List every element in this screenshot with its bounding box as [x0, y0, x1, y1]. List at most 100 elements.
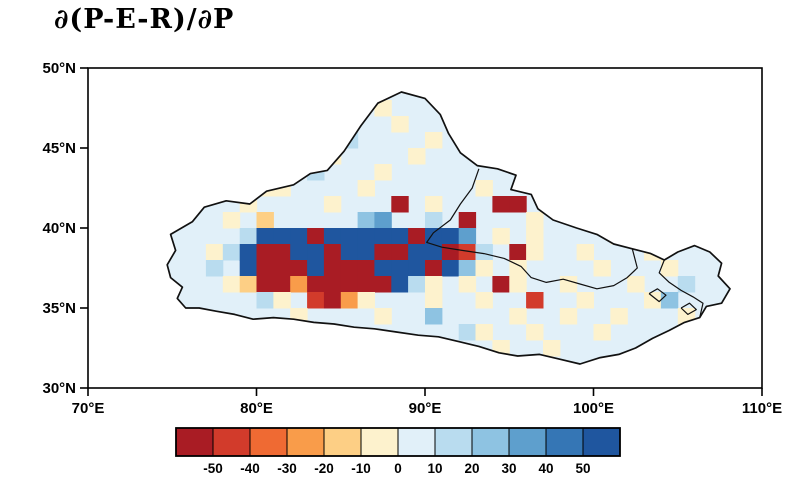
heatmap-cell: [323, 244, 342, 261]
heatmap-cell: [256, 292, 274, 309]
heatmap-cell: [374, 228, 392, 245]
heatmap-cell: [323, 228, 342, 245]
heatmap-cell: [593, 196, 611, 213]
colorbar-tick-label: 10: [427, 461, 442, 476]
colorbar-tick-label: 30: [501, 461, 516, 476]
heatmap-cell: [222, 276, 241, 293]
colorbar-segment: [360, 427, 399, 457]
heatmap-cell: [273, 228, 291, 245]
heatmap-cell: [256, 260, 274, 277]
heatmap-cell: [458, 324, 477, 341]
heatmap-cell: [408, 148, 426, 165]
heatmap-cell: [357, 260, 375, 277]
chart-title: ∂(P-E-R)/∂P: [54, 4, 235, 35]
heatmap-cell: [509, 260, 527, 277]
colorbar-segment: [286, 427, 325, 457]
heatmap-cell: [593, 324, 611, 341]
heatmap-cell: [307, 292, 325, 309]
heatmap-cell: [222, 244, 241, 261]
heatmap-cell: [509, 276, 527, 293]
heatmap-cell: [408, 276, 426, 293]
heatmap-cell: [340, 292, 359, 309]
x-tick-label: 80°E: [240, 400, 273, 417]
heatmap-cell: [340, 276, 359, 293]
heatmap-cell: [458, 244, 477, 261]
heatmap-cell: [576, 244, 594, 261]
heatmap-cell: [458, 260, 477, 277]
heatmap-cell: [256, 180, 274, 197]
heatmap-cell: [475, 180, 493, 197]
heatmap-cell: [559, 308, 578, 325]
heatmap-cell: [323, 292, 342, 309]
heatmap-cell: [408, 260, 426, 277]
heatmap-cell: [475, 260, 493, 277]
basin-boundary: [680, 302, 697, 315]
heatmap-cell: [239, 228, 258, 245]
heatmap-cell: [475, 324, 493, 341]
heatmap-cell: [425, 260, 443, 277]
colorbar-segment: [323, 427, 362, 457]
heatmap-cell: [239, 244, 258, 261]
basin-boundary: [648, 288, 667, 303]
colorbar-segment: [471, 427, 510, 457]
heatmap-cell: [543, 340, 561, 357]
heatmap-cell: [475, 244, 493, 261]
heatmap-cell: [340, 228, 359, 245]
heatmap-cell: [290, 244, 308, 261]
heatmap-cell: [627, 276, 645, 293]
heatmap-cell: [374, 100, 392, 117]
heatmap-cell: [340, 244, 359, 261]
heatmap-cell: [239, 260, 258, 277]
heatmap-cell: [408, 244, 426, 261]
heatmap-cell: [441, 260, 460, 277]
heatmap-cell: [357, 292, 375, 309]
heatmap-cell: [576, 292, 594, 309]
heatmap-cell: [593, 260, 611, 277]
colorbar-segment: [508, 427, 547, 457]
heatmap-cell: [610, 228, 628, 245]
basin-boundary: [658, 259, 704, 318]
heatmap-cell: [559, 276, 578, 293]
heatmap-cell: [492, 196, 510, 213]
heatmap-cell: [391, 244, 409, 261]
heatmap-cell: [374, 276, 392, 293]
heatmap-cell: [256, 276, 274, 293]
heatmap-cell: [441, 228, 460, 245]
heatmap-cell: [593, 212, 611, 229]
x-tick-label: 70°E: [72, 400, 105, 417]
heatmap-cell: [391, 116, 409, 133]
heatmap-cell: [205, 244, 224, 261]
heatmap-cell: [660, 292, 679, 309]
heatmap-cell: [357, 244, 375, 261]
heatmap-cell: [475, 292, 493, 309]
heatmap-cell: [425, 308, 443, 325]
heatmap-cell: [391, 276, 409, 293]
colorbar-tick-label: -50: [203, 461, 223, 476]
x-tick-label: 100°E: [573, 400, 614, 417]
heatmap-cell: [222, 212, 241, 229]
heatmap-cell: [323, 260, 342, 277]
heatmap-cell: [290, 228, 308, 245]
heatmap-cell: [526, 212, 544, 229]
heatmap-cell: [425, 276, 443, 293]
heatmap-cell: [307, 260, 325, 277]
heatmap-cell: [256, 244, 274, 261]
heatmap-cell: [425, 244, 443, 261]
heatmap-cell: [509, 244, 527, 261]
heatmap-cell: [205, 260, 224, 277]
heatmap-cell: [391, 228, 409, 245]
heatmap-cell: [357, 276, 375, 293]
heatmap-cell: [509, 196, 527, 213]
x-tick-label: 110°E: [742, 400, 782, 417]
heatmap-cell: [323, 276, 342, 293]
colorbar-tick-label: -10: [351, 461, 371, 476]
heatmap-cell: [526, 244, 544, 261]
heatmap-cell: [273, 244, 291, 261]
colorbar-segment: [545, 427, 584, 457]
colorbar-tick-label: -30: [277, 461, 297, 476]
y-tick-label: 45°N: [42, 140, 76, 157]
heatmap-cell: [660, 260, 679, 277]
colorbar-tick-label: 50: [575, 461, 590, 476]
